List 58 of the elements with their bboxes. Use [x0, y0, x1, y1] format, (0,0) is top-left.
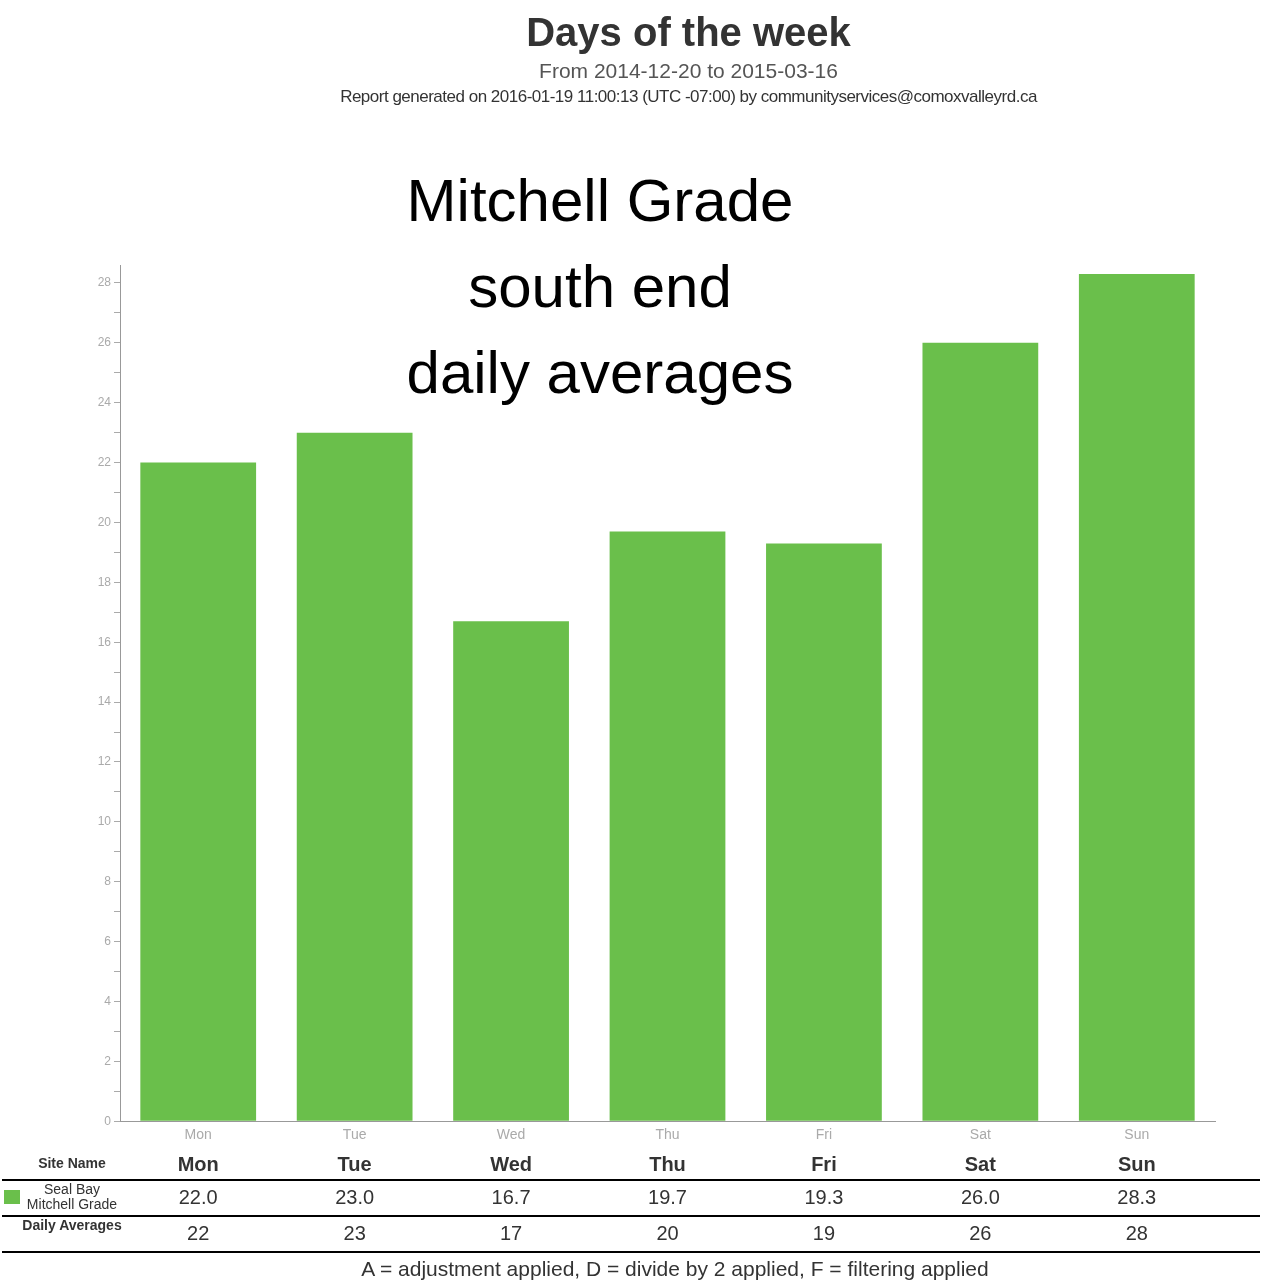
- data-label: 23.0: [335, 1185, 375, 1209]
- y-tick-label: 18: [97, 574, 112, 589]
- text: 20: [656, 1221, 679, 1245]
- text: 28: [1125, 1221, 1148, 1245]
- text: 19: [812, 1221, 836, 1245]
- category-label: Sat: [964, 1153, 996, 1175]
- category-label: Fri: [811, 1153, 837, 1175]
- y-tick-label: 12: [97, 754, 112, 769]
- data-label: 19.3: [804, 1185, 844, 1209]
- data-label: 16.7: [491, 1185, 531, 1209]
- bar: [1078, 273, 1195, 1121]
- y-tick-label: 6: [104, 933, 112, 948]
- category-label: Tue: [337, 1153, 372, 1175]
- text: Report generated on 2016-01-19 11:00:13 (UTC -07:00) by communityservices@comoxvalleyrd.ca: [339, 87, 1039, 107]
- bar: [766, 543, 882, 1121]
- x-tick-label: Fri: [815, 1126, 833, 1143]
- data-label: 28.3: [1117, 1185, 1157, 1209]
- annotation: Mitchell Grade south end daily averages: [405, 166, 795, 408]
- chart-title: Days of the week: [525, 10, 852, 55]
- y-tick-label: 16: [97, 634, 112, 649]
- chart-subtitle: From 2014-12-20 to 2015-03-16: [538, 59, 839, 83]
- x-tick-label: Sun: [1124, 1126, 1150, 1143]
- y-tick-label: 24: [97, 395, 112, 410]
- y-tick-label: 26: [97, 335, 112, 350]
- y-tick-label: 14: [97, 694, 112, 709]
- text: 26: [969, 1221, 992, 1245]
- data-label: 22.0: [178, 1185, 218, 1209]
- y-tick-label: 0: [104, 1113, 112, 1128]
- x-tick-label: Mon: [184, 1126, 212, 1143]
- bar: [609, 531, 726, 1121]
- y-tick-label: 8: [104, 874, 112, 889]
- text: 23: [343, 1221, 366, 1245]
- y-tick-label: 20: [97, 514, 112, 529]
- y-tick-label: 4: [104, 993, 112, 1008]
- category-label: Mon: [177, 1153, 219, 1175]
- y-tick-label: 2: [104, 1053, 112, 1068]
- x-tick-label: Wed: [496, 1126, 526, 1143]
- category-label: Thu: [649, 1153, 686, 1175]
- bar: [140, 462, 257, 1121]
- x-tick-label: Thu: [655, 1126, 680, 1143]
- legend-label: Seal Bay Mitchell Grade: [25, 1181, 119, 1212]
- text: Daily Averages: [22, 1217, 122, 1233]
- bar: [453, 621, 569, 1121]
- y-tick-label: 28: [97, 275, 112, 290]
- bar: [922, 342, 1039, 1121]
- y-tick-label: 10: [97, 814, 112, 829]
- x-tick-label: Sat: [969, 1126, 991, 1143]
- data-label: 19.7: [648, 1185, 687, 1209]
- text: A = adjustment applied, D = divide by 2 applied, F = filtering applied: [360, 1257, 990, 1281]
- y-tick-label: 22: [97, 454, 112, 469]
- data-label: 26.0: [960, 1185, 1000, 1209]
- x-tick-label: Tue: [342, 1126, 367, 1143]
- category-label: Wed: [490, 1153, 532, 1175]
- text: Site Name: [37, 1155, 107, 1171]
- bar: [296, 432, 413, 1121]
- text: 17: [499, 1221, 523, 1245]
- text: 22: [187, 1221, 210, 1245]
- category-label: Sun: [1117, 1153, 1156, 1175]
